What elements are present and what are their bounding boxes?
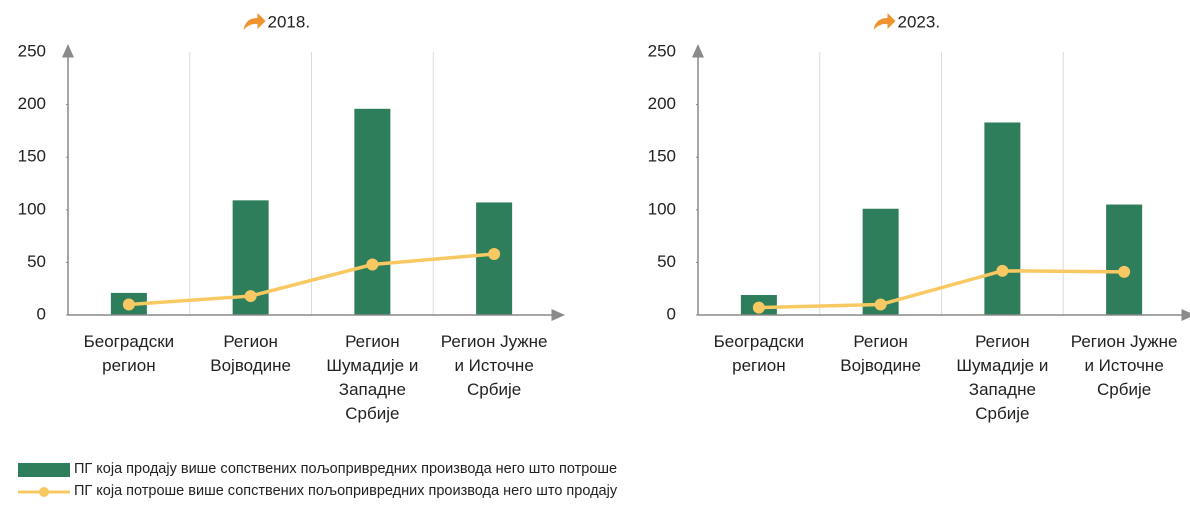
line-point	[122, 298, 135, 311]
line-point	[874, 298, 887, 311]
legend-line-swatch	[39, 487, 49, 497]
y-tick-label: 0	[37, 304, 46, 323]
x-tick-label: Регион Војводине	[210, 332, 291, 375]
line-point	[366, 258, 379, 271]
line-point	[488, 247, 501, 260]
x-tick-label: Регион Јужне и Источне Србије	[440, 332, 548, 399]
title-icon	[873, 13, 896, 30]
y-tick-label: 0	[667, 304, 676, 323]
y-tick-label: 50	[657, 252, 676, 271]
y-tick-label: 150	[648, 147, 676, 166]
x-tick-label: Регион Шумадије и Западне Србије	[956, 332, 1049, 423]
chart-title: 2018.	[268, 12, 311, 31]
x-tick-label: Регион Шумадије и Западне Србије	[326, 332, 419, 423]
bar	[984, 122, 1021, 315]
x-tick-label: Регион Војводине	[840, 332, 921, 375]
x-tick-label: Регион Јужне и Источне Србије	[1070, 332, 1178, 399]
legend-label: ПГ која потроше више сопствених пољоприв…	[74, 483, 618, 499]
line-point	[1118, 265, 1131, 278]
line-point	[996, 264, 1009, 277]
y-tick-label: 100	[18, 199, 46, 218]
y-tick-label: 200	[18, 94, 46, 113]
line	[758, 269, 1125, 310]
title-icon	[243, 13, 266, 30]
line-point	[752, 301, 765, 314]
y-tick-label: 250	[648, 41, 676, 60]
x-tick-label: Београдски регион	[83, 332, 175, 375]
bar	[354, 108, 391, 315]
chart-title: 2023.	[898, 12, 941, 31]
line-point	[244, 290, 257, 303]
y-tick-label: 50	[27, 252, 46, 271]
legend-bar-swatch	[18, 463, 70, 477]
y-tick-label: 200	[648, 94, 676, 113]
bar	[862, 208, 899, 315]
bar	[1106, 204, 1143, 315]
line	[128, 252, 495, 307]
y-tick-label: 250	[18, 41, 46, 60]
y-tick-label: 150	[18, 147, 46, 166]
legend-label: ПГ која продају више сопствених пољоприв…	[74, 461, 618, 477]
x-tick-label: Београдски регион	[713, 332, 805, 375]
y-tick-label: 100	[648, 199, 676, 218]
